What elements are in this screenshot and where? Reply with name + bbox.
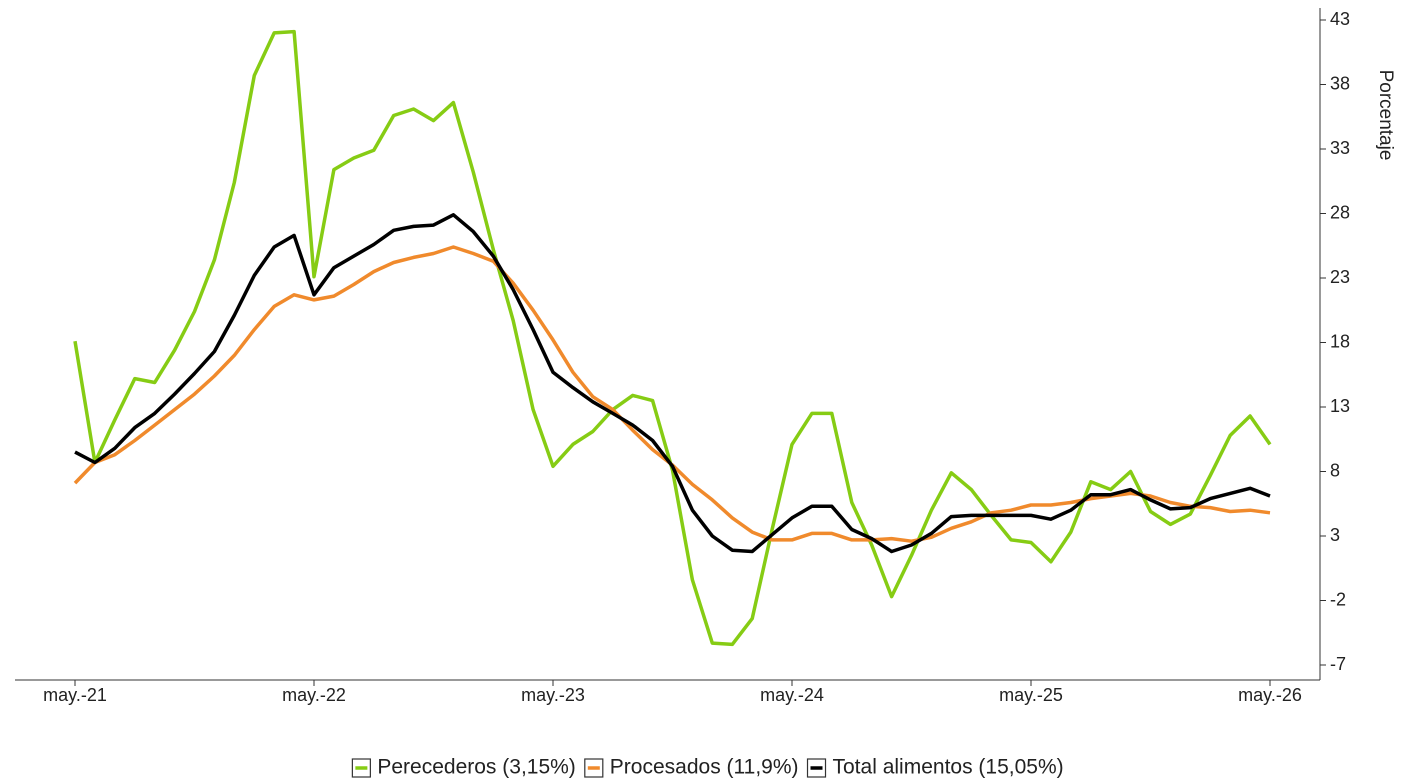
y-tick-label: 28 xyxy=(1330,202,1350,222)
y-tick-label: 38 xyxy=(1330,73,1350,93)
y-tick-label: 33 xyxy=(1330,138,1350,158)
y-axis-label: Porcentaje xyxy=(1375,70,1396,161)
y-tick-label: 8 xyxy=(1330,460,1340,480)
x-tick-label: may.-24 xyxy=(760,685,824,705)
legend-label: Total alimentos (15,05%) xyxy=(833,756,1064,779)
x-tick-label: may.-22 xyxy=(282,685,346,705)
y-tick-label: 3 xyxy=(1330,525,1340,545)
legend-label: Procesados (11,9%) xyxy=(610,756,799,779)
x-tick-label: may.-26 xyxy=(1238,685,1302,705)
legend-label: Perecederos (3,15%) xyxy=(377,756,575,779)
y-tick-label: 13 xyxy=(1330,396,1350,416)
x-tick-label: may.-25 xyxy=(999,685,1063,705)
x-tick-label: may.-21 xyxy=(43,685,107,705)
series-line xyxy=(74,213,1271,554)
y-tick-label: 43 xyxy=(1330,9,1350,29)
x-tick-label: may.-23 xyxy=(521,685,585,705)
y-tick-label: 18 xyxy=(1330,331,1350,351)
series-line xyxy=(73,245,1271,543)
y-tick-label: -7 xyxy=(1330,654,1346,674)
y-tick-label: -2 xyxy=(1330,589,1346,609)
series-line xyxy=(73,29,1272,647)
legend: Perecederos (3,15%) Procesados (11,9%) Tot… xyxy=(351,756,1064,779)
y-tick-label: 23 xyxy=(1330,267,1350,287)
